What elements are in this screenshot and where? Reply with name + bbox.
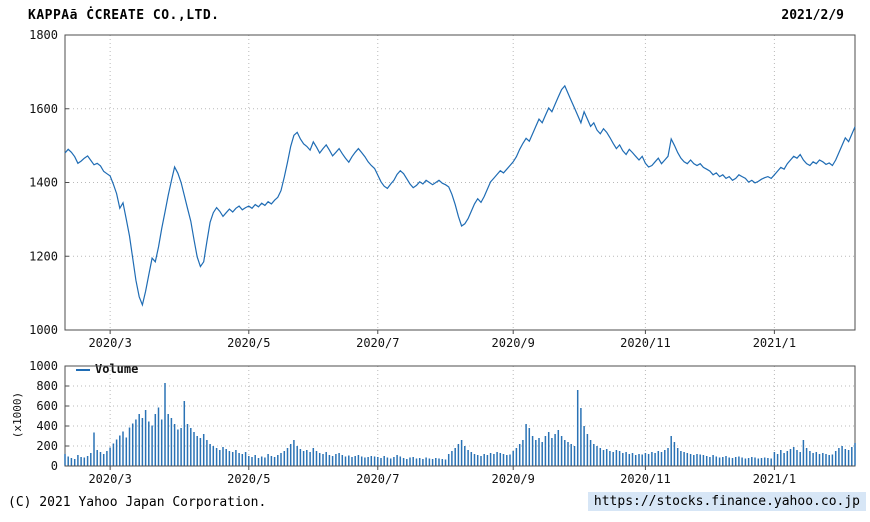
axis-ticks [65, 34, 775, 334]
y-axis-labels: 0 200 400 600 800 1000 [29, 359, 58, 473]
svg-text:2020/5: 2020/5 [227, 472, 270, 486]
svg-text:2020/9: 2020/9 [492, 336, 535, 350]
svg-text:1000: 1000 [29, 323, 58, 337]
svg-text:1000: 1000 [29, 359, 58, 373]
source-url: https://stocks.finance.yahoo.co.jp [587, 492, 866, 511]
svg-text:0: 0 [51, 459, 58, 473]
svg-text:200: 200 [36, 439, 58, 453]
svg-text:2020/7: 2020/7 [356, 336, 399, 350]
svg-text:400: 400 [36, 419, 58, 433]
gridlines [65, 366, 855, 466]
svg-text:1400: 1400 [29, 176, 58, 190]
x-axis-labels: 2020/3 2020/5 2020/7 2020/9 2020/11 2021/1 [88, 472, 796, 486]
svg-text:600: 600 [36, 399, 58, 413]
page-title: KAPPAã ĊCREATE CO.,LTD. [28, 8, 220, 23]
svg-text:1200: 1200 [29, 249, 58, 263]
volume-bars [64, 383, 856, 466]
svg-text:1800: 1800 [29, 28, 58, 42]
legend-line-icon [76, 368, 90, 371]
svg-text:800: 800 [36, 379, 58, 393]
svg-text:2020/11: 2020/11 [620, 472, 671, 486]
gridlines [65, 35, 855, 330]
svg-text:2020/9: 2020/9 [492, 472, 535, 486]
price-line [64, 84, 856, 307]
svg-text:2020/3: 2020/3 [88, 472, 131, 486]
svg-text:2020/7: 2020/7 [356, 472, 399, 486]
svg-text:2020/3: 2020/3 [88, 336, 131, 350]
plot-border [64, 34, 856, 331]
plot-border [64, 365, 856, 467]
svg-text:2020/5: 2020/5 [227, 336, 270, 350]
svg-text:2020/11: 2020/11 [620, 336, 671, 350]
svg-text:2021/1: 2021/1 [753, 336, 796, 350]
copyright-text: (C) 2021 Yahoo Japan Corporation. [8, 495, 267, 510]
chart-date: 2021/2/9 [781, 8, 844, 23]
svg-text:1600: 1600 [29, 102, 58, 116]
svg-text:2021/1: 2021/1 [753, 472, 796, 486]
x-axis-labels: 2020/3 2020/5 2020/7 2020/9 2020/11 2021/1 [88, 336, 796, 350]
y-axis-labels: 1000 1200 1400 1600 1800 [29, 28, 58, 337]
